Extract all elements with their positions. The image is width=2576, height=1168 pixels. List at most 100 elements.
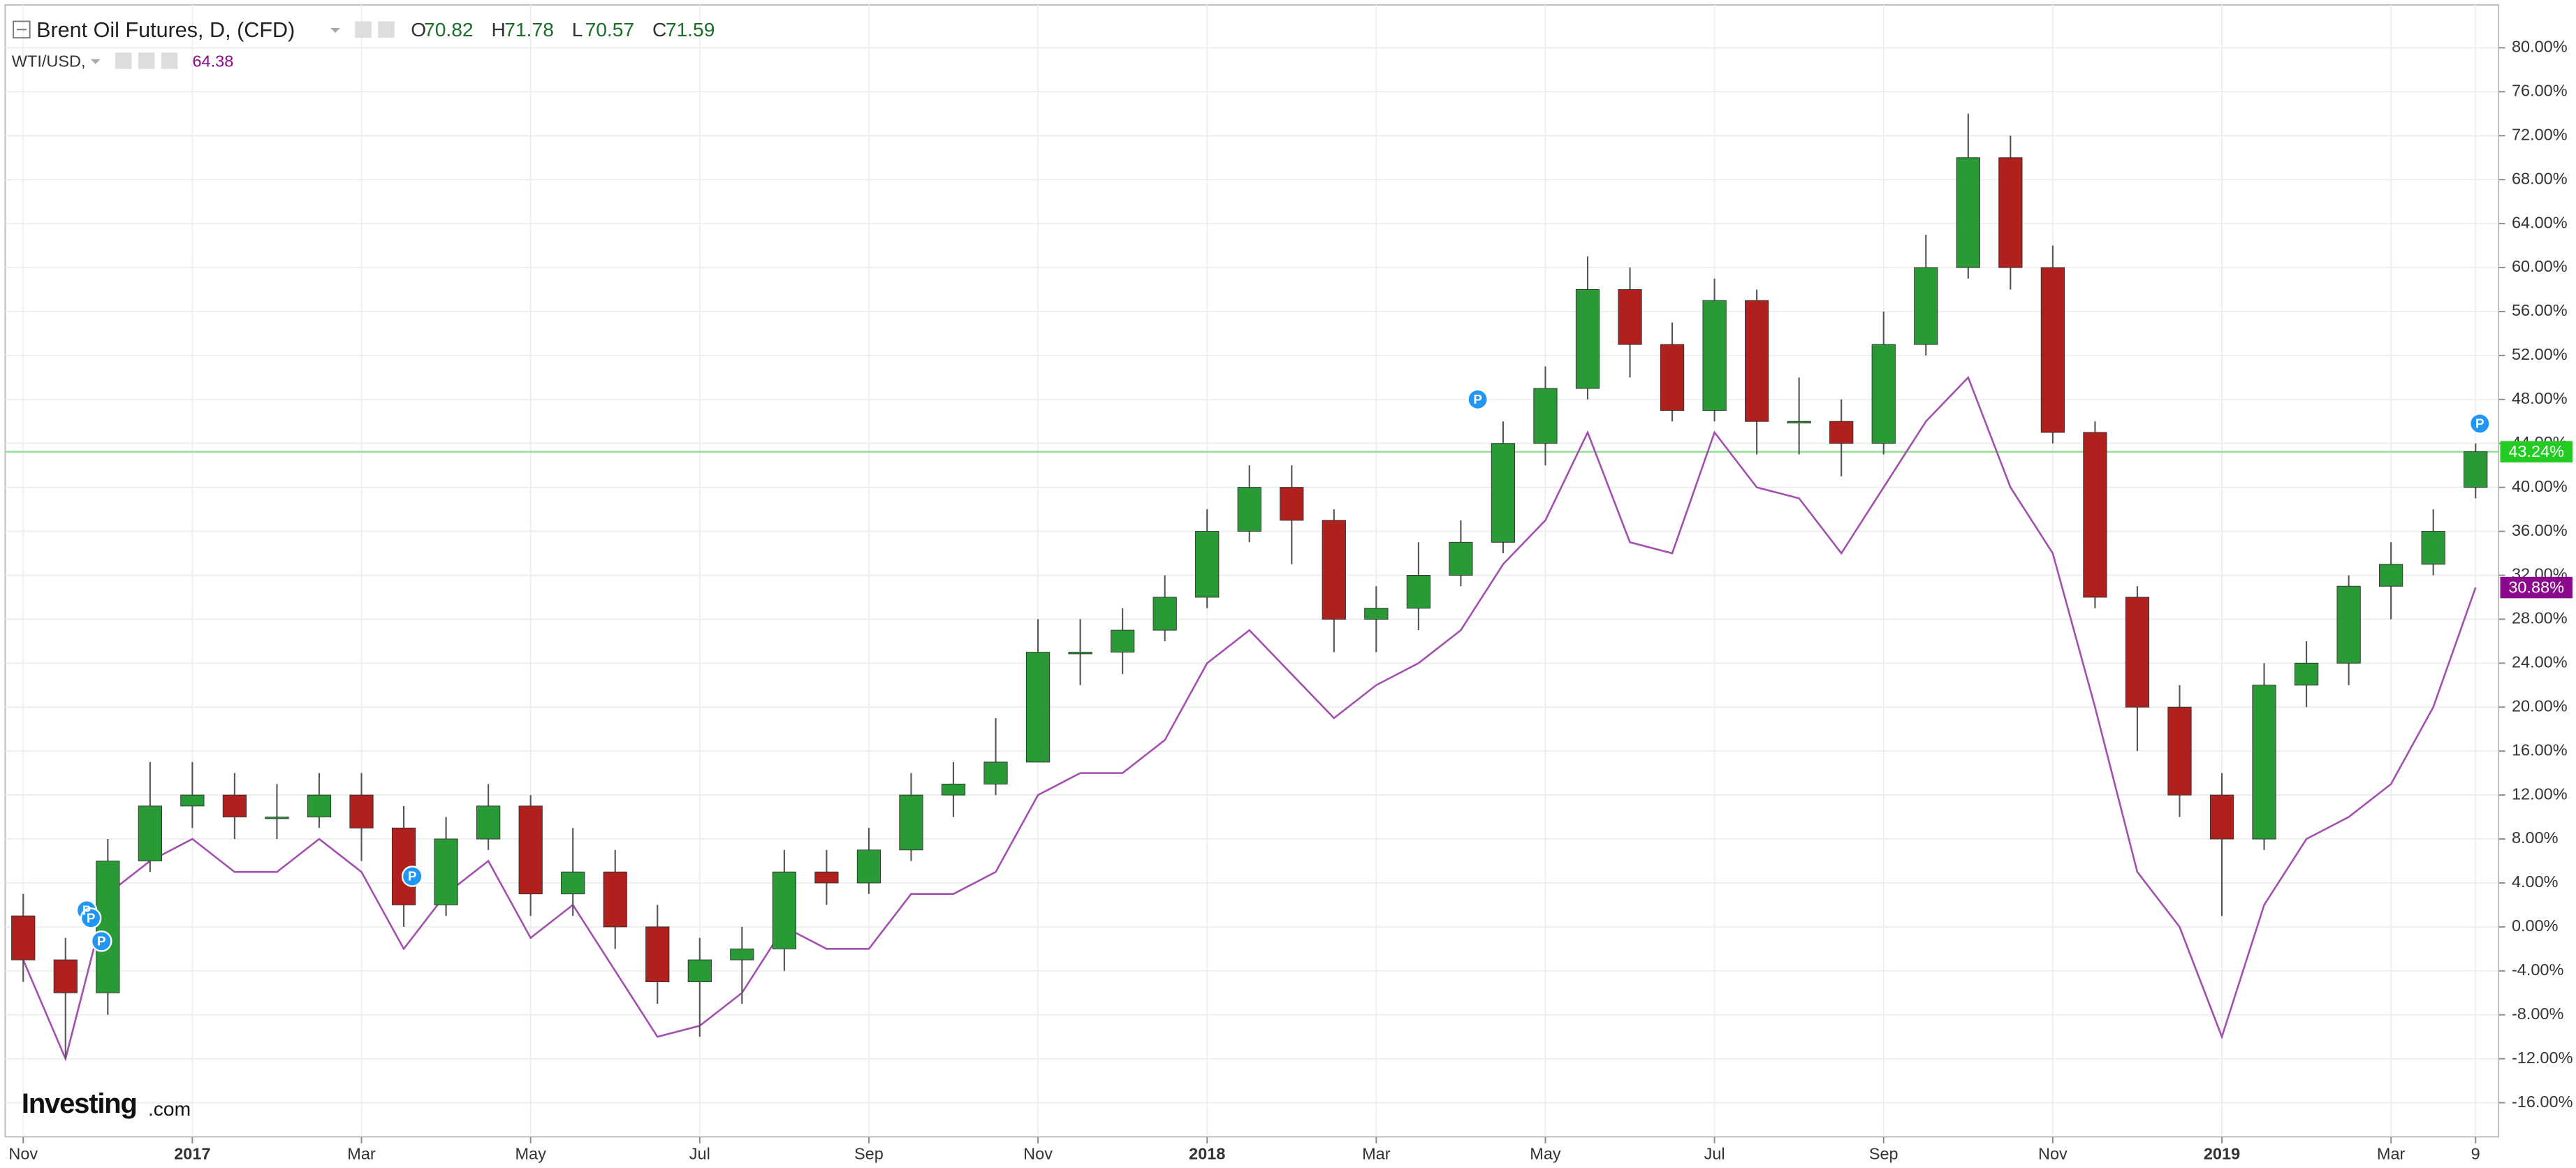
candle-body — [687, 959, 712, 982]
x-tick-label: Nov — [2038, 1144, 2068, 1162]
y-tick-label: -12.00% — [2512, 1049, 2573, 1067]
candle-body — [1998, 157, 2023, 268]
candle-body — [856, 849, 881, 884]
event-marker-label: P — [97, 933, 106, 948]
close-button[interactable] — [161, 52, 178, 69]
y-tick-label: 56.00% — [2512, 301, 2568, 319]
candle-body — [1660, 344, 1685, 411]
y-tick-label: 12.00% — [2512, 784, 2568, 803]
candle-body — [2464, 451, 2488, 488]
candle-body — [1280, 487, 1304, 521]
candle-body — [1745, 300, 1769, 422]
event-marker-label: P — [82, 903, 92, 917]
candle-body — [2421, 531, 2445, 565]
y-tick-label: 8.00% — [2512, 828, 2559, 847]
candle-body — [1829, 421, 1854, 444]
y-tick-label: 0.00% — [2512, 917, 2559, 935]
comparison-line — [22, 375, 2477, 1062]
candle-body — [814, 871, 839, 884]
y-tick-label: 64.00% — [2512, 213, 2568, 231]
candle-body — [603, 871, 627, 928]
candle-body — [518, 805, 543, 895]
candle-body — [2209, 794, 2234, 840]
event-marker[interactable] — [1467, 388, 1488, 411]
comparison-name: WTI/USD, — [12, 52, 86, 71]
candle-body — [265, 817, 289, 819]
candle-body — [899, 794, 923, 851]
candle-body — [2040, 267, 2065, 433]
y-tick-label: 76.00% — [2512, 82, 2568, 100]
chart-title: Brent Oil Futures, D, (CFD) — [36, 18, 295, 42]
x-tick-label: Mar — [347, 1144, 376, 1162]
candle-body — [983, 761, 1008, 784]
settings-button[interactable] — [355, 21, 372, 38]
candle-body — [96, 861, 120, 993]
event-marker[interactable] — [401, 866, 423, 887]
y-tick-label: 16.00% — [2512, 740, 2568, 759]
candle-body — [476, 805, 501, 840]
candle-body — [772, 871, 796, 949]
x-tick-label: Sep — [1869, 1144, 1898, 1162]
y-tick-label: 48.00% — [2512, 389, 2568, 407]
y-tick-label: 4.00% — [2512, 873, 2559, 891]
x-tick-label: 2017 — [174, 1144, 210, 1162]
ohlc-key: H — [491, 18, 505, 41]
candle-body — [941, 783, 966, 796]
candle-body — [1533, 388, 1558, 444]
candle-body — [222, 794, 247, 818]
x-tick-label: Jul — [1704, 1144, 1725, 1162]
y-tick-label: -16.00% — [2512, 1093, 2573, 1111]
close-button[interactable] — [378, 21, 395, 38]
candle-body — [1195, 531, 1220, 598]
comparison-value: 64.38 — [192, 52, 233, 71]
y-tick-label: 40.00% — [2512, 477, 2568, 495]
logo: Investing — [22, 1088, 137, 1119]
dropdown[interactable] — [90, 59, 101, 64]
event-marker[interactable] — [2468, 413, 2491, 435]
x-tick-label: May — [1530, 1144, 1561, 1162]
event-marker-label: P — [87, 910, 96, 925]
x-tick-label: Nov — [1023, 1144, 1053, 1162]
candle-body — [2379, 564, 2403, 587]
last-value-label: 30.88% — [2508, 578, 2564, 596]
candle-body — [1871, 344, 1896, 444]
marks — [11, 113, 2491, 1062]
candle-body — [434, 838, 458, 905]
event-marker[interactable] — [80, 907, 102, 929]
candle-body — [180, 794, 205, 807]
candle-body — [1914, 267, 1938, 345]
ohlc-value: 71.78 — [504, 18, 554, 41]
x-tick-label: 2018 — [1189, 1144, 1225, 1162]
x-tick-label: May — [515, 1144, 546, 1162]
settings-button[interactable] — [115, 52, 132, 69]
event-marker-label: P — [2475, 416, 2484, 431]
candle-body — [349, 794, 374, 828]
x-tick-label: 9 — [2471, 1144, 2480, 1162]
candle-body — [1322, 520, 1346, 620]
x-tick-label: Jul — [689, 1144, 710, 1162]
collapse-button[interactable] — [13, 20, 31, 39]
y-tick-label: 28.00% — [2512, 609, 2568, 627]
ohlc-value: 70.82 — [424, 18, 474, 41]
event-marker[interactable] — [90, 930, 112, 952]
event-marker-label: P — [1473, 392, 1482, 407]
candle-body — [1025, 652, 1051, 763]
candle-body — [1787, 421, 1811, 424]
hide-button[interactable] — [138, 52, 155, 69]
x-tick-label: Nov — [8, 1144, 38, 1162]
candle-body — [1152, 597, 1177, 631]
y-tick-label: 24.00% — [2512, 653, 2568, 671]
logo-suffix: .com — [148, 1097, 191, 1120]
candle-body — [307, 794, 332, 818]
dropdown[interactable] — [330, 27, 341, 34]
candle-body — [1491, 443, 1516, 543]
candle-body — [1956, 157, 1980, 268]
y-tick-label: 80.00% — [2512, 38, 2568, 56]
last-value-box — [2500, 441, 2573, 462]
y-tick-label: -4.00% — [2512, 961, 2564, 979]
y-tick-label: 60.00% — [2512, 257, 2568, 275]
candle-body — [1449, 541, 1473, 576]
x-tick-label: Mar — [2377, 1144, 2406, 1162]
